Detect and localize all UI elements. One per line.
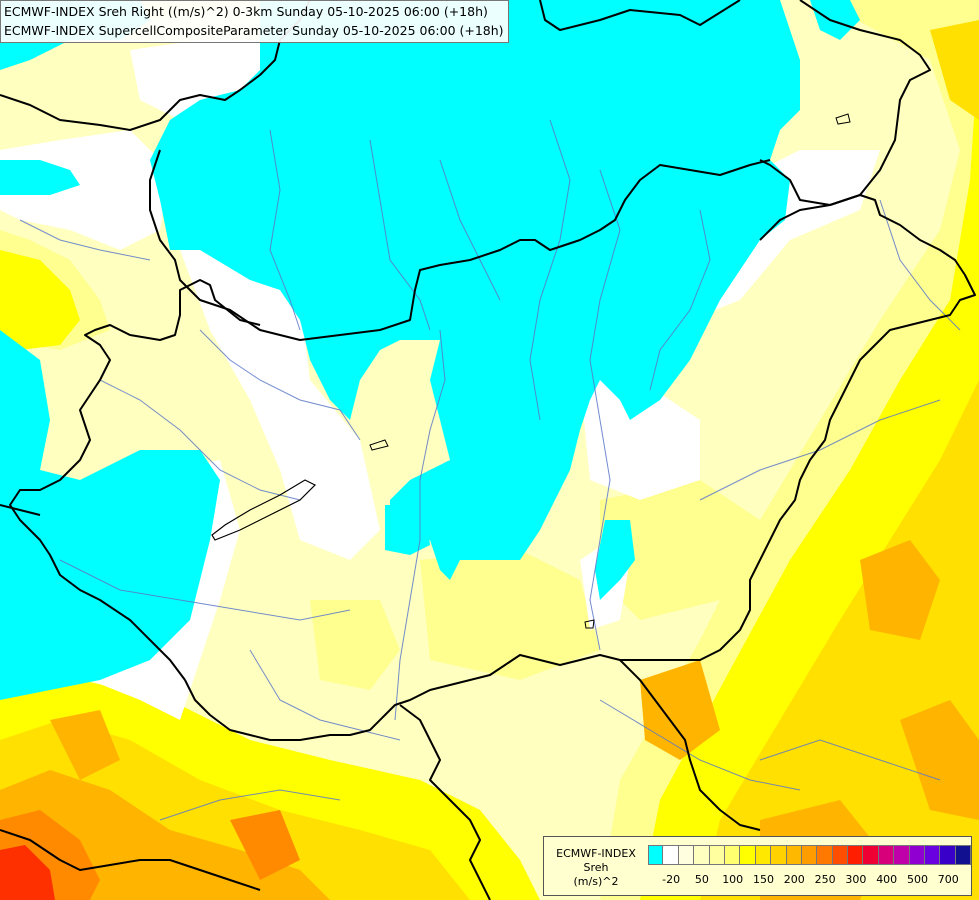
legend-swatch (925, 845, 941, 865)
border-czech-poland (0, 0, 311, 131)
legend-swatch (709, 845, 725, 865)
legend-tick-label: -20 (662, 873, 681, 886)
sreh-field-cyan-ne (810, 0, 860, 40)
river-4 (529, 119, 571, 421)
border-west-short (0, 504, 41, 516)
legend-swatch (740, 845, 756, 865)
map-title-line-1: ECMWF-INDEX Sreh Right ((m/s)^2) 0-3km S… (4, 4, 488, 19)
legend-tick-labels: -20 50 100 150 200 250 300 400 500 700 (648, 873, 968, 889)
color-legend: ECMWF-INDEX Sreh (m/s)^2 -20 50 100 150 200 2… (543, 836, 972, 896)
lake-small-2 (835, 113, 851, 125)
sreh-field-cyan-north (150, 0, 800, 580)
legend-tick-label: 400 (876, 873, 898, 886)
sreh-field-cyan-south (595, 520, 635, 600)
border-hungary-austria-west (9, 279, 261, 681)
border-serbia-romania (619, 659, 761, 831)
river-9 (99, 379, 301, 501)
river-2 (369, 139, 431, 331)
map-title-box: ECMWF-INDEX Sreh Right ((m/s)^2) 0-3km S… (0, 0, 509, 43)
sreh-field-red-sw (0, 845, 55, 900)
legend-swatch (694, 845, 710, 865)
river-7 (394, 329, 446, 721)
legend-swatch (909, 845, 926, 865)
legend-swatch (848, 845, 864, 865)
legend-title: ECMWF-INDEX Sreh (m/s)^2 (548, 847, 644, 889)
sreh-field-yellow-center-3 (600, 480, 760, 620)
legend-tick-label: 700 (937, 873, 959, 886)
sreh-field-orange-east-1 (860, 540, 940, 640)
legend-tick-label: 50 (694, 873, 709, 886)
sreh-field-cyan-west (0, 330, 220, 700)
legend-swatch (894, 845, 910, 865)
border-hungary-ukraine-romania (184, 194, 976, 741)
legend-swatch (786, 845, 802, 865)
legend-swatch (724, 845, 741, 865)
legend-swatch (940, 845, 956, 865)
sreh-field-cyan-nw-2 (0, 160, 80, 195)
sreh-field-cyan-center (385, 505, 430, 555)
border-slovakia-north-hungary (149, 149, 771, 341)
map-title-line-2: ECMWF-INDEX SupercellCompositeParameter … (4, 23, 504, 38)
sreh-field-yellow-center (310, 600, 400, 690)
sreh-field-white-1 (0, 130, 170, 250)
border-slovakia-poland (539, 0, 741, 31)
river-8 (199, 329, 361, 441)
legend-swatch (878, 845, 895, 865)
legend-swatch (663, 845, 679, 865)
river-10 (59, 559, 351, 621)
legend-swatch (801, 845, 818, 865)
river-6 (649, 209, 711, 391)
legend-tick-label: 300 (845, 873, 867, 886)
river-16 (19, 219, 151, 261)
sreh-field-yellow-center-2 (420, 550, 600, 680)
legend-swatch (678, 845, 695, 865)
legend-swatch (863, 845, 879, 865)
legend-swatch (755, 845, 772, 865)
legend-tick-label: 200 (783, 873, 805, 886)
river-14 (759, 739, 941, 781)
lake-small-1 (369, 439, 389, 451)
legend-swatch (832, 845, 849, 865)
sreh-field-orange-sw-2 (50, 710, 120, 780)
river-13 (699, 399, 941, 501)
river-15 (879, 199, 961, 331)
sreh-field-white-3 (180, 240, 380, 560)
legend-title-line-1: ECMWF-INDEX (556, 847, 636, 860)
legend-tick-label: 100 (722, 873, 744, 886)
legend-tick-label: 250 (814, 873, 836, 886)
legend-color-scale (648, 845, 972, 865)
legend-swatch (771, 845, 787, 865)
river-3 (439, 159, 501, 301)
legend-swatch (817, 845, 833, 865)
lake-small-3 (584, 619, 595, 629)
sreh-field-dark-orange-sw-2 (230, 810, 300, 880)
river-11 (249, 649, 401, 741)
legend-tick-label: 500 (907, 873, 928, 886)
legend-swatch (648, 845, 664, 865)
legend-title-line-3: (m/s)^2 (573, 875, 619, 888)
sreh-field-white-4 (580, 380, 700, 500)
legend-tick-label: 150 (753, 873, 774, 886)
border-croatia-serbia (399, 704, 491, 900)
sreh-field-yellow-west (0, 250, 80, 350)
border-slovakia-ukraine (759, 0, 931, 206)
river-17 (159, 789, 341, 821)
legend-title-line-2: Sreh (583, 861, 609, 874)
sreh-field-orange-east-3 (640, 660, 720, 760)
river-5 (589, 169, 621, 651)
rivers (19, 119, 961, 821)
river-12 (599, 699, 801, 791)
legend-swatch (955, 845, 972, 865)
border-slovenia-croatia (0, 829, 261, 891)
sreh-field-orange-east-2 (900, 700, 979, 820)
lake-balaton (211, 479, 317, 541)
sreh-field-orange-ne (930, 20, 979, 120)
river-1 (269, 129, 301, 331)
